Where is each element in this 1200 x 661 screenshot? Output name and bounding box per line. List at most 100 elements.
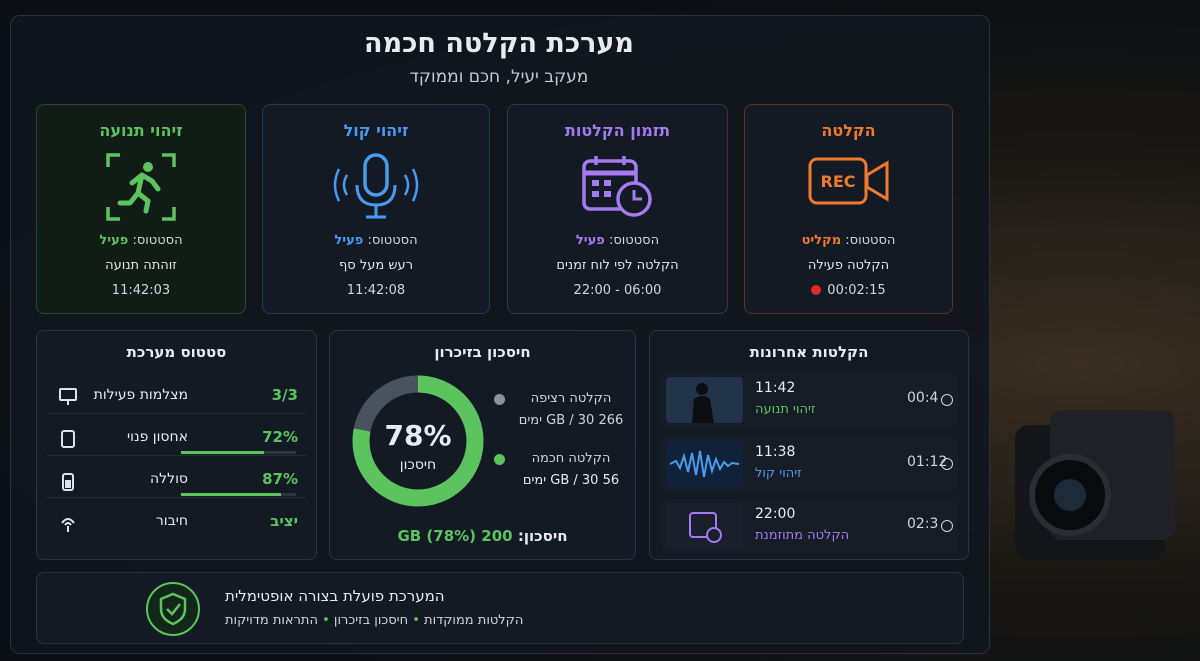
footer-item: חיסכון בזיכרון bbox=[333, 613, 409, 628]
card-title: תזמון הקלטות bbox=[564, 121, 671, 140]
donut-caption: חיסכון bbox=[399, 457, 437, 473]
system-panel: סטטוס מערכת מצלמות פעילות 3/3 אחסון פנוי… bbox=[36, 330, 317, 560]
mic-icon bbox=[333, 153, 419, 219]
row-label: סוללה bbox=[150, 471, 188, 487]
card: תזמון הקלטות הסטטוס: פעיל הקלטה לפי לוח … bbox=[507, 104, 728, 314]
row-value: 87% bbox=[262, 470, 298, 488]
row-value: יציב bbox=[270, 512, 298, 530]
recent-item: 11:38 זיהוי קול 01:12 bbox=[662, 437, 958, 491]
card-title: זיהוי תנועה bbox=[99, 121, 183, 140]
footer: המערכת פועלת בצורה אופטימלית הקלטות ממוק… bbox=[36, 572, 964, 644]
shield-icon bbox=[146, 582, 200, 636]
donut-label: 78% bbox=[384, 419, 452, 452]
recent-item: 11:42 זיהוי תנועה 00:4 bbox=[662, 373, 958, 427]
recent-time: 11:42 bbox=[755, 380, 796, 396]
recent-duration: 01:12 bbox=[907, 454, 948, 470]
row-value: 3/3 bbox=[271, 386, 298, 404]
card-time: 22:00 - 06:00 bbox=[573, 283, 662, 298]
play-button[interactable] bbox=[941, 520, 953, 532]
card: הקלטה REC הסטטוס: מקליט הקלטה פעילה 00:0… bbox=[744, 104, 953, 314]
card: זיהוי תנועה הסטטוס: פעיל זוהתה תנועה 11:… bbox=[36, 104, 246, 314]
legend-name: הקלטה חכמה bbox=[531, 451, 611, 466]
status-row: אחסון פנוי 72% bbox=[47, 421, 306, 456]
status-value: פעיל bbox=[334, 233, 364, 248]
recent-time: 11:38 bbox=[755, 444, 796, 460]
thumbnail bbox=[666, 503, 743, 549]
recent-duration: 00:4 bbox=[907, 390, 939, 406]
bar bbox=[181, 451, 264, 454]
rec-icon: REC bbox=[808, 157, 888, 205]
panel-title: חיסכון בזיכרון bbox=[434, 343, 531, 361]
status-row: חיבור יציב bbox=[47, 505, 306, 539]
status-value: פעיל bbox=[575, 233, 605, 248]
card-time: 00:02:15 bbox=[745, 283, 952, 298]
footer-item: הקלטות ממוקדות bbox=[424, 613, 524, 628]
play-button[interactable] bbox=[941, 394, 953, 406]
card-title: הקלטה bbox=[821, 121, 876, 140]
bar-track bbox=[181, 451, 296, 454]
legend-name: הקלטה רציפה bbox=[530, 391, 612, 406]
donut-arc bbox=[352, 375, 484, 507]
legend-detail: 266 GB / 30 ימים bbox=[518, 413, 624, 428]
row-label: אחסון פנוי bbox=[127, 429, 188, 445]
recent-type: הקלטה מתוזמנת bbox=[755, 528, 850, 543]
row-icon bbox=[59, 388, 77, 405]
status-label: הסטטוס: bbox=[608, 233, 660, 248]
thumbnail bbox=[666, 377, 743, 423]
recent-item: 22:00 הקלטה מתוזמנת 02:3 bbox=[662, 499, 958, 553]
donut bbox=[352, 375, 484, 507]
thumbnail bbox=[666, 441, 743, 487]
rec-text: REC bbox=[820, 172, 855, 191]
card: זיהוי קול הסטטוס: פעיל רעש מעל סף 11:42:… bbox=[262, 104, 490, 314]
row-label: חיבור bbox=[155, 513, 188, 529]
footer-items: הקלטות ממוקדות • חיסכון בזיכרון • התראות… bbox=[225, 613, 524, 628]
row-icon bbox=[62, 473, 74, 491]
recent-type: זיהוי תנועה bbox=[755, 402, 816, 417]
status-value: מקליט bbox=[801, 233, 842, 248]
summary-value: 200 GB (78%) bbox=[397, 527, 513, 545]
card-status: הסטטוס: מקליט bbox=[745, 233, 952, 248]
card-status: הסטטוס: פעיל bbox=[263, 233, 489, 248]
play-button[interactable] bbox=[941, 458, 953, 470]
recent-panel: הקלטות אחרונות 11:42 זיהוי תנועה 00:4 11… bbox=[649, 330, 969, 560]
card-title: זיהוי קול bbox=[343, 121, 409, 140]
status-label: הסטטוס: bbox=[845, 233, 896, 248]
storage-panel: חיסכון בזיכרון 78% חיסכון הקלטה רציפה 26… bbox=[329, 330, 636, 560]
summary: חיסכון: 200 GB (78%) bbox=[330, 527, 635, 545]
legend-dot bbox=[494, 454, 505, 465]
status-label: הסטטוס: bbox=[132, 233, 183, 248]
status-value: פעיל bbox=[99, 233, 129, 248]
card-time: 11:42:03 bbox=[111, 283, 171, 298]
row-icon bbox=[61, 430, 75, 448]
card-status: הסטטוס: פעיל bbox=[37, 233, 245, 248]
bar-track bbox=[181, 493, 296, 496]
motion-icon bbox=[106, 153, 176, 221]
legend-dot bbox=[494, 394, 505, 405]
summary-label: חיסכון: bbox=[517, 527, 568, 545]
title: מערכת הקלטה חכמה bbox=[364, 28, 634, 59]
recent-type: זיהוי קול bbox=[755, 466, 802, 481]
time: 00:02:15 bbox=[827, 283, 886, 298]
row-value: 72% bbox=[262, 428, 298, 446]
card-line: הקלטה פעילה bbox=[807, 258, 890, 273]
row-icon bbox=[61, 518, 75, 532]
calendar-icon bbox=[581, 156, 652, 217]
status-row: סוללה 87% bbox=[47, 463, 306, 498]
panel-title: הקלטות אחרונות bbox=[749, 343, 869, 361]
footer-title: המערכת פועלת בצורה אופטימלית bbox=[225, 587, 445, 605]
card-line: זוהתה תנועה bbox=[105, 258, 177, 273]
status-row: מצלמות פעילות 3/3 bbox=[47, 379, 306, 414]
footer-item: התראות מדויקות bbox=[225, 613, 318, 628]
recent-time: 22:00 bbox=[755, 506, 796, 522]
recent-duration: 02:3 bbox=[907, 516, 939, 532]
card-status: הסטטוס: פעיל bbox=[508, 233, 727, 248]
row-label: מצלמות פעילות bbox=[93, 387, 188, 403]
card-line: הקלטה לפי לוח זמנים bbox=[556, 258, 679, 273]
panel-title: סטטוס מערכת bbox=[126, 343, 227, 361]
subtitle: מעקב יעיל, חכם וממוקד bbox=[409, 67, 589, 87]
camera-photo bbox=[1015, 410, 1175, 560]
bar bbox=[181, 493, 282, 496]
legend-detail: 56 GB / 30 ימים bbox=[522, 473, 620, 488]
rec-dot bbox=[811, 285, 822, 295]
